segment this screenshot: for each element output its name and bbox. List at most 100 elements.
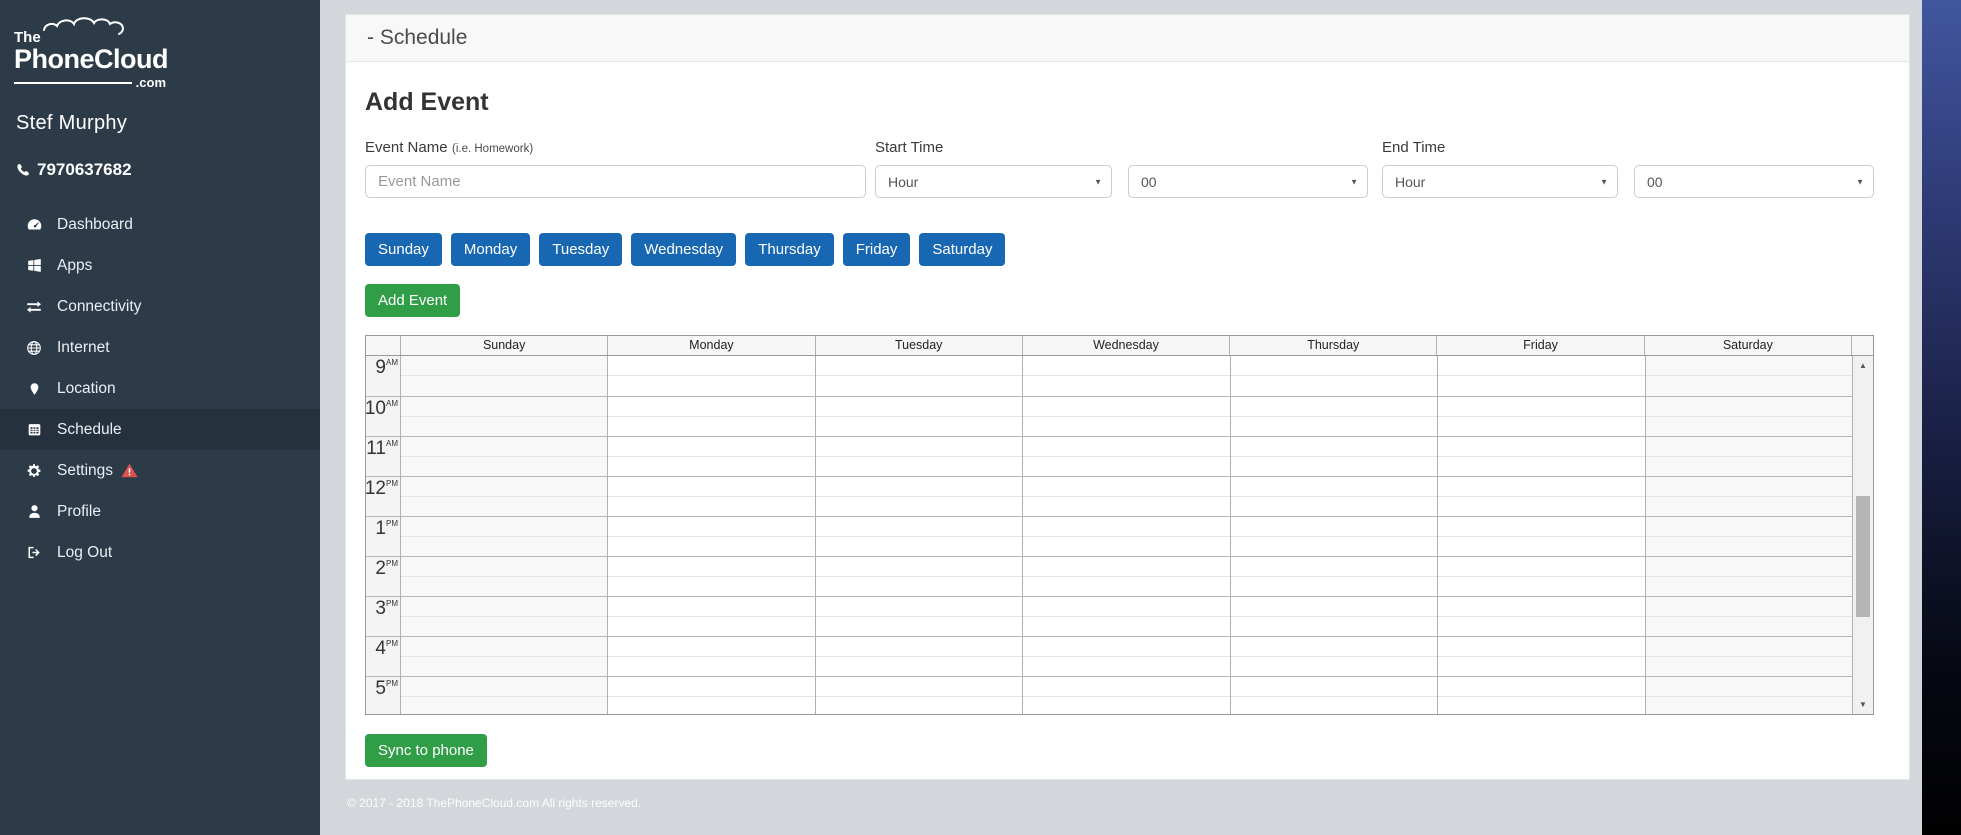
- calendar-cell-sunday-9am[interactable]: [401, 356, 609, 396]
- calendar-time-label: 9 AM: [366, 356, 401, 396]
- calendar-cell-saturday-4pm[interactable]: [1645, 636, 1852, 676]
- calendar-cell-wednesday-3pm[interactable]: [1023, 596, 1231, 636]
- day-button-friday[interactable]: Friday: [842, 233, 911, 266]
- calendar-cell-sunday-2pm[interactable]: [401, 556, 609, 596]
- calendar-cell-wednesday-2pm[interactable]: [1023, 556, 1231, 596]
- calendar-cell-friday-4pm[interactable]: [1438, 636, 1646, 676]
- sidebar-item-apps[interactable]: Apps: [0, 245, 320, 286]
- calendar-cell-sunday-1pm[interactable]: [401, 516, 609, 556]
- calendar-cell-monday-1pm[interactable]: [608, 516, 816, 556]
- calendar-cell-thursday-2pm[interactable]: [1230, 556, 1439, 596]
- sidebar-item-schedule[interactable]: Schedule: [0, 409, 320, 451]
- calendar-cell-friday-5pm[interactable]: [1438, 676, 1646, 714]
- scroll-up-icon[interactable]: ▲: [1859, 361, 1867, 370]
- calendar-cell-friday-9am[interactable]: [1438, 356, 1646, 396]
- calendar-cell-tuesday-11am[interactable]: [815, 436, 1024, 476]
- calendar-cell-wednesday-4pm[interactable]: [1023, 636, 1231, 676]
- calendar-cell-saturday-1pm[interactable]: [1645, 516, 1852, 556]
- end-hour-select[interactable]: Hour ▼: [1382, 165, 1618, 198]
- calendar-cell-tuesday-3pm[interactable]: [815, 596, 1024, 636]
- calendar-cell-thursday-5pm[interactable]: [1230, 676, 1439, 714]
- calendar-cell-tuesday-4pm[interactable]: [815, 636, 1024, 676]
- calendar-cell-thursday-12pm[interactable]: [1230, 476, 1439, 516]
- calendar-cell-wednesday-9am[interactable]: [1023, 356, 1231, 396]
- calendar-cell-sunday-5pm[interactable]: [401, 676, 609, 714]
- calendar-cell-friday-11am[interactable]: [1438, 436, 1646, 476]
- calendar-cell-monday-2pm[interactable]: [608, 556, 816, 596]
- brand-logo[interactable]: The PhoneCloud .com: [14, 16, 168, 90]
- sidebar-item-internet[interactable]: Internet: [0, 327, 320, 368]
- calendar-cell-thursday-9am[interactable]: [1230, 356, 1439, 396]
- calendar-cell-tuesday-2pm[interactable]: [815, 556, 1024, 596]
- scrollbar-thumb[interactable]: [1856, 496, 1870, 617]
- day-button-saturday[interactable]: Saturday: [919, 233, 1006, 266]
- calendar-cell-monday-3pm[interactable]: [608, 596, 816, 636]
- calendar-cell-saturday-3pm[interactable]: [1645, 596, 1852, 636]
- day-button-sunday[interactable]: Sunday: [365, 233, 442, 266]
- calendar-cell-thursday-3pm[interactable]: [1230, 596, 1439, 636]
- day-button-thursday[interactable]: Thursday: [745, 233, 834, 266]
- event-name-input[interactable]: [365, 165, 866, 198]
- calendar-cell-wednesday-12pm[interactable]: [1023, 476, 1231, 516]
- calendar-cell-saturday-10am[interactable]: [1645, 396, 1852, 436]
- apps-icon: [25, 258, 43, 273]
- calendar-hour-row: 4 PM: [366, 636, 1852, 676]
- calendar-cell-sunday-4pm[interactable]: [401, 636, 609, 676]
- calendar-cell-friday-10am[interactable]: [1438, 396, 1646, 436]
- calendar-cell-monday-5pm[interactable]: [608, 676, 816, 714]
- calendar-cell-friday-1pm[interactable]: [1438, 516, 1646, 556]
- sidebar-item-location[interactable]: Location: [0, 368, 320, 409]
- time-hour: 3: [375, 598, 386, 619]
- dashboard-icon: [25, 216, 43, 233]
- sync-to-phone-button[interactable]: Sync to phone: [365, 734, 487, 767]
- calendar-cell-saturday-11am[interactable]: [1645, 436, 1852, 476]
- day-button-tuesday[interactable]: Tuesday: [539, 233, 623, 266]
- calendar-day-header-friday: Friday: [1437, 336, 1645, 355]
- calendar-cell-monday-10am[interactable]: [608, 396, 816, 436]
- add-event-button[interactable]: Add Event: [365, 284, 461, 317]
- calendar-cell-saturday-5pm[interactable]: [1645, 676, 1852, 714]
- calendar-cell-monday-12pm[interactable]: [608, 476, 816, 516]
- calendar-cell-thursday-4pm[interactable]: [1230, 636, 1439, 676]
- calendar-time-label: 10 AM: [366, 396, 401, 436]
- calendar-day-header-wednesday: Wednesday: [1023, 336, 1231, 355]
- calendar-cell-tuesday-1pm[interactable]: [815, 516, 1024, 556]
- calendar-cell-monday-4pm[interactable]: [608, 636, 816, 676]
- sidebar-item-log-out[interactable]: Log Out: [0, 532, 320, 573]
- calendar-cell-tuesday-5pm[interactable]: [815, 676, 1024, 714]
- sidebar-item-connectivity[interactable]: Connectivity: [0, 286, 320, 327]
- calendar-cell-sunday-10am[interactable]: [401, 396, 609, 436]
- calendar-hour-row: 10 AM: [366, 396, 1852, 436]
- calendar-cell-saturday-9am[interactable]: [1645, 356, 1852, 396]
- calendar-cell-friday-12pm[interactable]: [1438, 476, 1646, 516]
- calendar-cell-thursday-11am[interactable]: [1230, 436, 1439, 476]
- calendar-cell-saturday-2pm[interactable]: [1645, 556, 1852, 596]
- calendar-cell-thursday-1pm[interactable]: [1230, 516, 1439, 556]
- start-minute-select[interactable]: 00 ▼: [1128, 165, 1368, 198]
- calendar-cell-sunday-3pm[interactable]: [401, 596, 609, 636]
- calendar-cell-sunday-11am[interactable]: [401, 436, 609, 476]
- calendar-cell-monday-9am[interactable]: [608, 356, 816, 396]
- calendar-cell-saturday-12pm[interactable]: [1645, 476, 1852, 516]
- calendar-cell-wednesday-11am[interactable]: [1023, 436, 1231, 476]
- end-minute-select[interactable]: 00 ▼: [1634, 165, 1874, 198]
- calendar-cell-thursday-10am[interactable]: [1230, 396, 1439, 436]
- day-button-wednesday[interactable]: Wednesday: [631, 233, 737, 266]
- calendar-cell-wednesday-1pm[interactable]: [1023, 516, 1231, 556]
- calendar-cell-tuesday-9am[interactable]: [815, 356, 1024, 396]
- calendar-scrollbar[interactable]: ▲ ▼: [1852, 356, 1873, 714]
- calendar-cell-wednesday-5pm[interactable]: [1023, 676, 1231, 714]
- calendar-cell-wednesday-10am[interactable]: [1023, 396, 1231, 436]
- calendar-cell-tuesday-10am[interactable]: [815, 396, 1024, 436]
- calendar-cell-friday-3pm[interactable]: [1438, 596, 1646, 636]
- sidebar-item-dashboard[interactable]: Dashboard: [0, 204, 320, 245]
- calendar-cell-friday-2pm[interactable]: [1438, 556, 1646, 596]
- calendar-cell-tuesday-12pm[interactable]: [815, 476, 1024, 516]
- scroll-down-icon[interactable]: ▼: [1859, 700, 1867, 709]
- day-button-monday[interactable]: Monday: [450, 233, 531, 266]
- start-hour-select[interactable]: Hour ▼: [875, 165, 1112, 198]
- sidebar-item-profile[interactable]: Profile: [0, 491, 320, 532]
- calendar-cell-monday-11am[interactable]: [608, 436, 816, 476]
- calendar-cell-sunday-12pm[interactable]: [401, 476, 609, 516]
- sidebar-item-settings[interactable]: Settings: [0, 450, 320, 491]
